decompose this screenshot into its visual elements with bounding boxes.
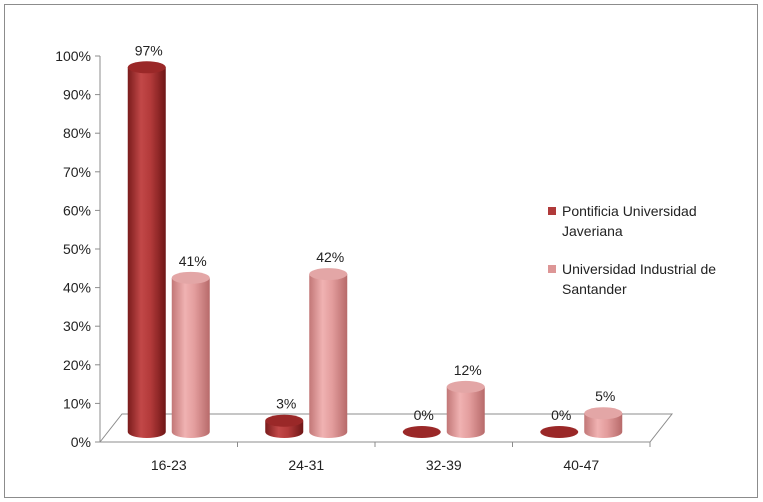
bar-top	[446, 380, 485, 393]
data-label: 41%	[179, 253, 207, 269]
bar-top	[309, 268, 348, 281]
y-tick-label: 60%	[63, 202, 91, 218]
bar-body	[171, 277, 210, 438]
data-label: 0%	[551, 407, 571, 423]
axes: 0% 10% 20% 30% 40% 50% 60% 70% 80% 90% 100% 16-23 24…	[55, 48, 674, 473]
y-tick-label: 100%	[55, 48, 91, 64]
legend-label: Pontificia Universidad	[562, 203, 697, 219]
y-tick-label: 40%	[63, 280, 91, 296]
legend: Pontificia Universidad Javeriana Universid…	[548, 203, 716, 297]
y-tick-label: 70%	[63, 164, 91, 180]
bar-body	[309, 274, 348, 438]
y-tick-label: 50%	[63, 241, 91, 257]
data-label: 3%	[276, 396, 296, 412]
legend-label: Javeriana	[562, 223, 623, 239]
y-tick-label: 80%	[63, 125, 91, 141]
bar-body	[584, 413, 623, 438]
x-tick-label: 32-39	[426, 457, 462, 473]
data-label: 97%	[135, 42, 163, 58]
data-labels: 97% 41% 3% 42% 0% 12% 0% 5%	[135, 42, 616, 423]
x-tick-label: 24-31	[288, 457, 324, 473]
y-tick-label: 0%	[71, 434, 91, 450]
legend-label: Santander	[562, 281, 627, 297]
bar-top	[402, 426, 441, 438]
x-tick-label: 40-47	[563, 457, 599, 473]
data-label: 5%	[595, 388, 615, 404]
data-label: 12%	[454, 362, 482, 378]
y-tick-label: 20%	[63, 357, 91, 373]
bars	[127, 61, 623, 438]
bar-top	[584, 407, 623, 420]
bar-top	[171, 271, 210, 284]
legend-label: Universidad Industrial de	[562, 261, 716, 277]
y-tick-label: 30%	[63, 318, 91, 334]
bar-top	[127, 61, 166, 74]
data-label: 42%	[316, 249, 344, 265]
chart-floor	[98, 413, 674, 443]
bar-body	[446, 386, 485, 438]
data-label: 0%	[414, 407, 434, 423]
y-tick-label: 10%	[63, 395, 91, 411]
bar-body	[127, 67, 166, 438]
legend-swatch	[548, 265, 556, 273]
y-tick-label: 90%	[63, 87, 91, 103]
x-tick-label: 16-23	[151, 457, 187, 473]
bar-top	[540, 426, 579, 438]
legend-swatch	[548, 207, 556, 215]
bar-top	[265, 414, 304, 427]
